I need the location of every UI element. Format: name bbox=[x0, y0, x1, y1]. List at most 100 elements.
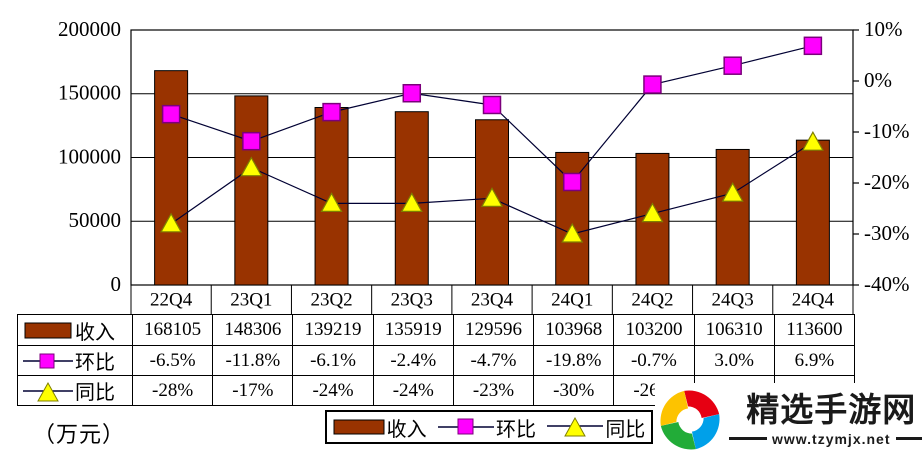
triangle-swatch-icon bbox=[23, 381, 73, 401]
legend-item-revenue: 收入 bbox=[333, 413, 427, 442]
table-cell-22Q4-环比: -6.5% bbox=[132, 345, 213, 375]
row-header-label: 环比 bbox=[75, 352, 115, 374]
row-header-label: 同比 bbox=[75, 382, 115, 404]
legend-item-yoy: 同比 bbox=[547, 413, 645, 442]
yoy-marker bbox=[721, 181, 744, 202]
table-cell-23Q3-环比: -2.4% bbox=[372, 345, 453, 375]
revenue-bar bbox=[635, 152, 670, 286]
table-cell-23Q2-收入: 139219 bbox=[292, 315, 372, 345]
qoq-marker bbox=[402, 83, 422, 103]
watermark-title: 精选手游网 bbox=[746, 391, 917, 429]
x-category-label: 24Q4 bbox=[792, 289, 835, 310]
qoq-marker bbox=[803, 36, 823, 56]
revenue-bar bbox=[154, 70, 189, 286]
table-cell-23Q1-同比: -17% bbox=[212, 375, 293, 405]
yoy-marker bbox=[641, 202, 664, 223]
table-cell-24Q1-收入: 103968 bbox=[533, 315, 613, 345]
table-cell-24Q4-环比: 6.9% bbox=[773, 345, 854, 375]
qoq-marker bbox=[562, 172, 582, 192]
qoq-marker bbox=[482, 95, 502, 115]
table-cell-24Q2-环比: -0.7% bbox=[613, 345, 694, 375]
table-cell-23Q1-环比: -11.8% bbox=[212, 345, 293, 375]
qoq-marker bbox=[161, 104, 181, 124]
square-swatch bbox=[39, 353, 55, 368]
y-axis-label: 100000 bbox=[58, 144, 121, 168]
watermark-rule-right bbox=[895, 437, 922, 441]
yoy-marker bbox=[240, 156, 263, 177]
watermark: 精选手游网 www.tzymjx.net bbox=[655, 383, 922, 456]
table-cell-23Q4-环比: -4.7% bbox=[452, 345, 534, 375]
y2-axis-label: -10% bbox=[864, 119, 910, 143]
x-category-label: 24Q1 bbox=[551, 289, 593, 310]
bar-swatch bbox=[24, 322, 72, 339]
x-category-label: 22Q4 bbox=[150, 289, 193, 310]
triangle-swatch bbox=[37, 381, 59, 401]
table-cell-22Q4-收入: 168105 bbox=[132, 315, 212, 345]
qoq-marker bbox=[723, 56, 742, 75]
table-cell-24Q4-收入: 113600 bbox=[773, 315, 854, 345]
legend-label-yoy: 同比 bbox=[605, 418, 646, 441]
legend-item-qoq: 环比 bbox=[437, 413, 536, 442]
legend-label-revenue: 收入 bbox=[386, 418, 427, 441]
table-cell-23Q4-同比: -23% bbox=[452, 375, 534, 405]
yoy-marker-swatch-icon bbox=[547, 416, 604, 437]
legend-label-qoq: 环比 bbox=[495, 418, 536, 441]
revenue-bar bbox=[234, 95, 269, 286]
row-header-square: 环比 bbox=[18, 345, 132, 375]
table-cell-23Q2-环比: -6.1% bbox=[292, 345, 373, 375]
bar-swatch-icon bbox=[24, 322, 72, 339]
table-cell-23Q4-收入: 129596 bbox=[452, 315, 533, 345]
table-cell-24Q2-收入: 103200 bbox=[613, 315, 693, 345]
revenue-bar bbox=[394, 111, 429, 286]
y-axis-label: 150000 bbox=[58, 81, 121, 105]
y2-axis-label: 0% bbox=[864, 68, 892, 92]
y2-axis-label: 10% bbox=[864, 17, 903, 41]
y-axis-label: 0 bbox=[111, 272, 122, 296]
row-header-triangle: 同比 bbox=[18, 375, 132, 405]
row-header-label: 收入 bbox=[75, 321, 115, 344]
yoy-marker bbox=[320, 192, 343, 212]
x-category-label: 24Q3 bbox=[712, 289, 754, 310]
x-category-label: 23Q3 bbox=[391, 289, 433, 310]
revenue-bar-swatch-icon bbox=[333, 419, 385, 435]
table-cell-24Q1-同比: -30% bbox=[533, 375, 614, 405]
table-cell-23Q3-同比: -24% bbox=[372, 375, 453, 405]
watermark-url: www.tzymjx.net bbox=[772, 430, 891, 447]
revenue-bar bbox=[555, 151, 590, 286]
revenue-bar bbox=[715, 148, 750, 286]
table-cell-23Q3-收入: 135919 bbox=[372, 315, 453, 345]
yoy-marker bbox=[561, 222, 584, 243]
watermark-rule-left bbox=[729, 437, 767, 441]
x-category-label: 23Q2 bbox=[310, 289, 352, 310]
yoy-marker bbox=[801, 130, 824, 151]
table-cell-23Q1-收入: 148306 bbox=[212, 315, 292, 345]
data-table: 收入 168105 148306 139219 135919 129596 103968 10… bbox=[17, 314, 855, 406]
qoq-marker bbox=[643, 75, 662, 94]
watermark-pinwheel-logo-icon bbox=[660, 389, 720, 450]
yoy-marker bbox=[480, 187, 504, 207]
chart-legend: 收入 环比 同比 bbox=[325, 410, 653, 444]
y-axis-label: 50000 bbox=[69, 208, 122, 232]
qoq-marker bbox=[322, 102, 341, 122]
qoq-marker-swatch-icon bbox=[437, 418, 494, 435]
table-cell-24Q3-环比: 3.0% bbox=[693, 345, 774, 375]
revenue-combo-chart: 0 50000 100000 150000 200000 10% 0% -10% -20% -30… bbox=[58, 17, 910, 314]
x-category-label: 23Q4 bbox=[471, 289, 514, 310]
x-category-label: 23Q1 bbox=[230, 289, 272, 310]
table-cell-24Q1-环比: -19.8% bbox=[533, 345, 614, 375]
y-axis-label: 200000 bbox=[58, 17, 121, 41]
square-swatch-icon bbox=[23, 353, 73, 368]
watermark-url-row: www.tzymjx.net bbox=[729, 431, 922, 447]
table-cell-23Q2-同比: -24% bbox=[292, 375, 373, 405]
y2-axis-label: -40% bbox=[864, 272, 910, 296]
table-cell-22Q4-同比: -28% bbox=[132, 375, 213, 405]
revenue-bar bbox=[795, 139, 830, 286]
y2-axis-label: -30% bbox=[864, 221, 910, 245]
yoy-marker bbox=[160, 212, 183, 233]
y2-axis-label: -20% bbox=[864, 170, 910, 194]
row-header-bar: 收入 bbox=[18, 315, 132, 345]
qoq-marker bbox=[242, 131, 261, 151]
table-cell-24Q3-收入: 106310 bbox=[693, 315, 774, 345]
x-category-label: 24Q2 bbox=[631, 289, 673, 310]
